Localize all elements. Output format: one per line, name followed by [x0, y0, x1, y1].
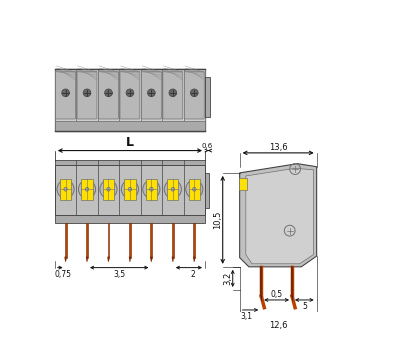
Ellipse shape [64, 187, 67, 191]
Polygon shape [129, 257, 131, 261]
Ellipse shape [143, 180, 160, 198]
Ellipse shape [78, 180, 96, 198]
Text: 0,6: 0,6 [201, 144, 212, 149]
Ellipse shape [107, 187, 110, 191]
FancyBboxPatch shape [120, 71, 140, 119]
Text: 3,1: 3,1 [240, 312, 252, 321]
Polygon shape [193, 257, 195, 261]
Bar [55, 165, 205, 215]
Text: 3,5: 3,5 [113, 270, 125, 279]
Circle shape [83, 89, 91, 97]
Bar [55, 69, 76, 121]
Bar [141, 69, 162, 121]
Circle shape [62, 89, 70, 97]
Bar [98, 69, 119, 121]
Bar [60, 179, 71, 200]
Text: 12,6: 12,6 [269, 321, 288, 330]
Circle shape [126, 89, 134, 97]
FancyBboxPatch shape [163, 71, 183, 119]
Bar [205, 77, 210, 117]
Ellipse shape [150, 187, 153, 191]
Ellipse shape [57, 180, 74, 198]
FancyBboxPatch shape [142, 71, 161, 119]
Bar [184, 69, 205, 121]
Bar [189, 179, 200, 200]
Bar [129, 223, 131, 258]
Text: 2: 2 [190, 270, 195, 279]
Bar [65, 223, 66, 258]
Polygon shape [150, 257, 152, 261]
FancyBboxPatch shape [56, 71, 76, 119]
Polygon shape [240, 164, 317, 267]
Bar [103, 179, 114, 200]
Bar [167, 179, 178, 200]
FancyBboxPatch shape [77, 71, 97, 119]
Ellipse shape [121, 180, 138, 198]
Polygon shape [172, 257, 174, 261]
Text: 13,6: 13,6 [269, 143, 288, 152]
Bar [119, 69, 141, 121]
Bar [86, 223, 88, 258]
Bar [193, 223, 195, 258]
Bar [76, 69, 98, 121]
Text: 0,5: 0,5 [270, 290, 283, 299]
FancyBboxPatch shape [184, 71, 204, 119]
Bar [146, 179, 157, 200]
Text: 5: 5 [302, 302, 307, 311]
Bar [55, 121, 205, 131]
Circle shape [190, 89, 198, 97]
Bar [239, 177, 246, 190]
Circle shape [148, 89, 155, 97]
Polygon shape [108, 257, 110, 261]
Bar [82, 179, 93, 200]
Bar [205, 173, 209, 208]
Bar [55, 160, 205, 165]
Text: 3,2: 3,2 [223, 272, 232, 285]
Bar [124, 179, 136, 200]
Polygon shape [86, 257, 88, 261]
Text: 0,75: 0,75 [55, 270, 72, 279]
Ellipse shape [128, 187, 132, 191]
Ellipse shape [171, 187, 174, 191]
Polygon shape [246, 168, 314, 264]
Bar [150, 223, 152, 258]
Bar [55, 69, 205, 131]
Text: L: L [126, 136, 134, 149]
Circle shape [105, 89, 112, 97]
Bar [108, 223, 110, 258]
Ellipse shape [192, 187, 196, 191]
Bar [55, 215, 205, 223]
Circle shape [169, 89, 177, 97]
FancyBboxPatch shape [98, 71, 118, 119]
Text: 10,5: 10,5 [213, 211, 222, 229]
Ellipse shape [164, 180, 182, 198]
Ellipse shape [85, 187, 89, 191]
Ellipse shape [186, 180, 203, 198]
Ellipse shape [100, 180, 117, 198]
Bar [162, 69, 184, 121]
Bar [172, 223, 174, 258]
Polygon shape [65, 257, 66, 261]
